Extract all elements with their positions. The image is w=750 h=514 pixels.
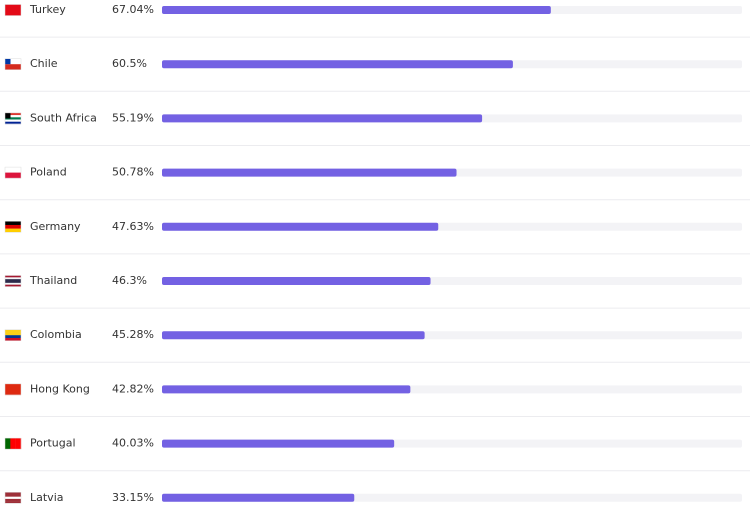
flag-stripe (5, 121, 21, 125)
value-label: 45.28% (112, 328, 154, 341)
flag-stripe (5, 284, 21, 287)
flag-stripe (5, 117, 21, 120)
flag-icon (4, 437, 22, 450)
bar (162, 168, 457, 177)
flag-border (4, 383, 22, 396)
country-name: Hong Kong (30, 382, 90, 395)
flag-canton (5, 58, 11, 65)
country-name: South Africa (30, 111, 97, 124)
flag-stripe (5, 58, 21, 65)
flag-icon (4, 166, 22, 179)
flag-stripe (5, 115, 21, 118)
flag-stripe (5, 496, 21, 500)
flag-stripe (10, 438, 16, 450)
flag-icon (4, 112, 22, 125)
flag-icon (4, 4, 22, 16)
flag-icon (4, 383, 22, 396)
flag-border (4, 329, 22, 341)
country-name: Germany (30, 220, 81, 233)
flag-border (4, 166, 22, 179)
bar (162, 277, 431, 285)
flag-stripe (5, 4, 21, 16)
bar (162, 6, 551, 14)
flag-stripe (5, 383, 21, 396)
flag-stripe (5, 498, 21, 502)
flag-stripe (5, 279, 21, 282)
flag-icon (4, 58, 22, 70)
flag-icon (4, 221, 22, 233)
bar (162, 385, 411, 394)
flag-border (4, 437, 22, 450)
bar (162, 331, 425, 340)
flag-stripe (5, 329, 21, 333)
flag-icon (4, 492, 22, 504)
bar (162, 222, 439, 231)
bar (162, 439, 395, 448)
bar (162, 493, 355, 502)
flag-stripe (5, 172, 21, 179)
flag-stripe (5, 332, 21, 336)
country-name: Colombia (30, 328, 82, 341)
flag-stripe (5, 281, 21, 284)
value-label: 46.3% (112, 274, 147, 287)
bar (162, 60, 513, 69)
flag-stripe (5, 64, 21, 70)
flag-border (4, 4, 22, 16)
value-label: 47.63% (112, 220, 154, 233)
flag-stripe (5, 224, 21, 229)
flag-border (4, 221, 22, 233)
country-name: Thailand (29, 274, 77, 287)
flag-stripe (5, 501, 21, 504)
flag-stripe (5, 337, 21, 341)
value-label: 42.82% (112, 382, 154, 395)
value-label: 67.04% (112, 3, 154, 16)
value-label: 40.03% (112, 437, 154, 450)
flag-stripe (5, 277, 21, 280)
flag-border (4, 492, 22, 504)
flag-border (4, 58, 22, 70)
value-label: 55.19% (112, 111, 154, 124)
flag-icon (4, 275, 22, 287)
value-label: 33.15% (112, 491, 154, 504)
flag-stripe (5, 119, 21, 122)
value-label: 50.78% (112, 166, 154, 179)
flag-stripe (5, 228, 21, 233)
flag-border (4, 275, 22, 287)
country-name: Turkey (29, 3, 66, 16)
country-name: Latvia (30, 491, 64, 504)
bar (162, 114, 483, 123)
flag-stripe (5, 438, 11, 450)
country-name: Portugal (30, 437, 76, 450)
flag-stripe (5, 494, 21, 497)
flag-canton (5, 112, 11, 119)
flag-stripe (5, 492, 21, 495)
flag-stripe (5, 275, 21, 278)
flag-stripe (5, 221, 21, 226)
flag-stripe (5, 282, 21, 285)
value-label: 60.5% (112, 57, 147, 70)
flag-stripe (5, 167, 21, 173)
flag-stripe (15, 438, 22, 450)
country-name: Chile (30, 57, 58, 70)
flag-icon (4, 329, 22, 341)
flag-stripe (5, 335, 21, 339)
country-name: Poland (30, 166, 67, 179)
flag-border (4, 112, 22, 125)
flag-stripe (5, 112, 21, 116)
